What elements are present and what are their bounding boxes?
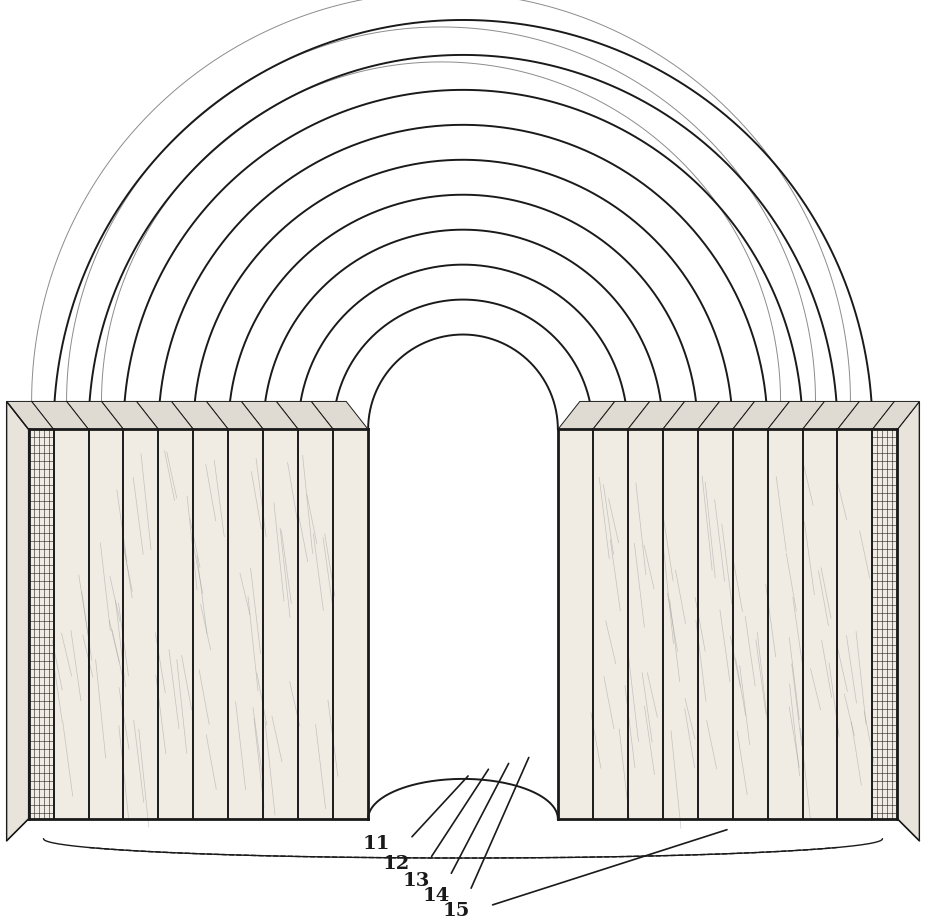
Polygon shape [593,401,650,430]
Polygon shape [837,401,895,430]
Polygon shape [6,401,29,430]
Polygon shape [29,430,368,819]
Polygon shape [276,401,333,430]
Polygon shape [136,401,194,430]
Polygon shape [732,401,790,430]
Text: 15: 15 [442,902,470,920]
Polygon shape [872,401,920,430]
Polygon shape [6,401,29,841]
Polygon shape [311,401,368,430]
Text: 12: 12 [383,855,410,873]
Polygon shape [207,401,263,430]
Polygon shape [171,401,228,430]
Polygon shape [102,401,159,430]
Polygon shape [558,430,897,819]
Polygon shape [558,401,615,430]
Polygon shape [241,401,298,430]
Polygon shape [67,401,123,430]
Polygon shape [897,401,920,841]
Polygon shape [6,401,54,430]
Text: 11: 11 [362,834,390,853]
Polygon shape [698,401,755,430]
Polygon shape [663,401,719,430]
Polygon shape [803,401,859,430]
Polygon shape [768,401,824,430]
Text: 14: 14 [423,887,450,904]
Text: 13: 13 [402,872,430,890]
Polygon shape [628,401,685,430]
Polygon shape [32,401,89,430]
